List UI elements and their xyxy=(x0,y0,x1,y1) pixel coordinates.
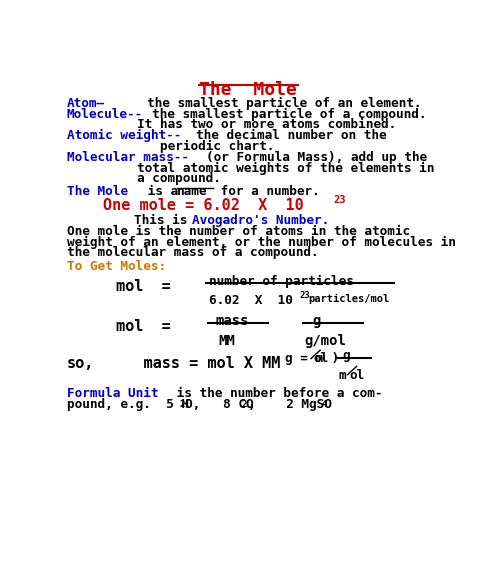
Text: name: name xyxy=(177,185,207,198)
Text: is the number before a com-: is the number before a com- xyxy=(169,387,382,400)
Text: mass: mass xyxy=(215,314,249,328)
Text: a compound.: a compound. xyxy=(136,172,220,185)
Text: The  Mole: The Mole xyxy=(199,81,297,98)
Text: 2: 2 xyxy=(179,400,184,409)
Text: periodic chart.: periodic chart. xyxy=(160,140,273,153)
Text: the decimal number on the: the decimal number on the xyxy=(196,129,386,142)
Text: mass = mol X MM: mass = mol X MM xyxy=(107,355,280,370)
Text: the smallest particle of an element.: the smallest particle of an element. xyxy=(147,97,421,110)
Text: weight of an element, or the number of molecules in: weight of an element, or the number of m… xyxy=(67,236,455,248)
Text: 2: 2 xyxy=(242,400,247,409)
Text: Molecule--: Molecule-- xyxy=(67,108,143,120)
Text: is a: is a xyxy=(140,185,186,198)
Text: the smallest particle of a compound.: the smallest particle of a compound. xyxy=(152,108,426,121)
Text: Atom—: Atom— xyxy=(67,97,105,110)
Text: g: g xyxy=(312,314,320,328)
Text: The Mole: The Mole xyxy=(67,185,128,198)
Text: 23: 23 xyxy=(333,195,345,206)
Text: so,: so, xyxy=(67,355,94,370)
Text: mol  =: mol = xyxy=(116,279,171,294)
Text: 4: 4 xyxy=(321,400,327,409)
Text: To Get Moles:: To Get Moles: xyxy=(67,260,166,273)
Text: ,    2 MgSO: , 2 MgSO xyxy=(248,398,332,411)
Text: number of particles: number of particles xyxy=(209,275,354,288)
Text: ol: ol xyxy=(348,369,363,382)
Text: ol: ol xyxy=(313,353,328,366)
Text: It has two or more atoms combined.: It has two or more atoms combined. xyxy=(136,119,395,131)
Text: the molecular mass of a compound.: the molecular mass of a compound. xyxy=(67,246,318,259)
Text: Avogadro's Number.: Avogadro's Number. xyxy=(192,214,329,227)
Text: m: m xyxy=(337,369,345,382)
Text: Formula Unit: Formula Unit xyxy=(67,387,158,400)
Text: pound, e.g.  5 H: pound, e.g. 5 H xyxy=(67,398,188,411)
Text: g: g xyxy=(341,350,349,362)
Text: 23: 23 xyxy=(299,291,309,300)
Text: Molecular mass--: Molecular mass-- xyxy=(67,151,188,164)
Text: This is: This is xyxy=(134,214,195,227)
Text: for a number.: for a number. xyxy=(212,185,318,198)
Text: One mole = 6.02  X  10: One mole = 6.02 X 10 xyxy=(103,199,303,214)
Text: mol  =: mol = xyxy=(116,319,171,335)
Text: total atomic weights of the elements in: total atomic weights of the elements in xyxy=(136,161,433,175)
Text: 6.02  X  10: 6.02 X 10 xyxy=(209,294,293,307)
Text: ): ) xyxy=(323,353,339,366)
Text: MM: MM xyxy=(217,334,234,348)
Text: One mole is the number of atoms in the atomic: One mole is the number of atoms in the a… xyxy=(67,225,409,238)
Text: (or Formula Mass), add up the: (or Formula Mass), add up the xyxy=(206,151,426,164)
Text: g = m: g = m xyxy=(285,353,323,366)
Text: g/mol: g/mol xyxy=(303,334,345,348)
Text: particles/mol: particles/mol xyxy=(308,294,389,304)
Text: Atomic weight--: Atomic weight-- xyxy=(67,129,181,142)
Text: O,   8 CO: O, 8 CO xyxy=(185,398,254,411)
